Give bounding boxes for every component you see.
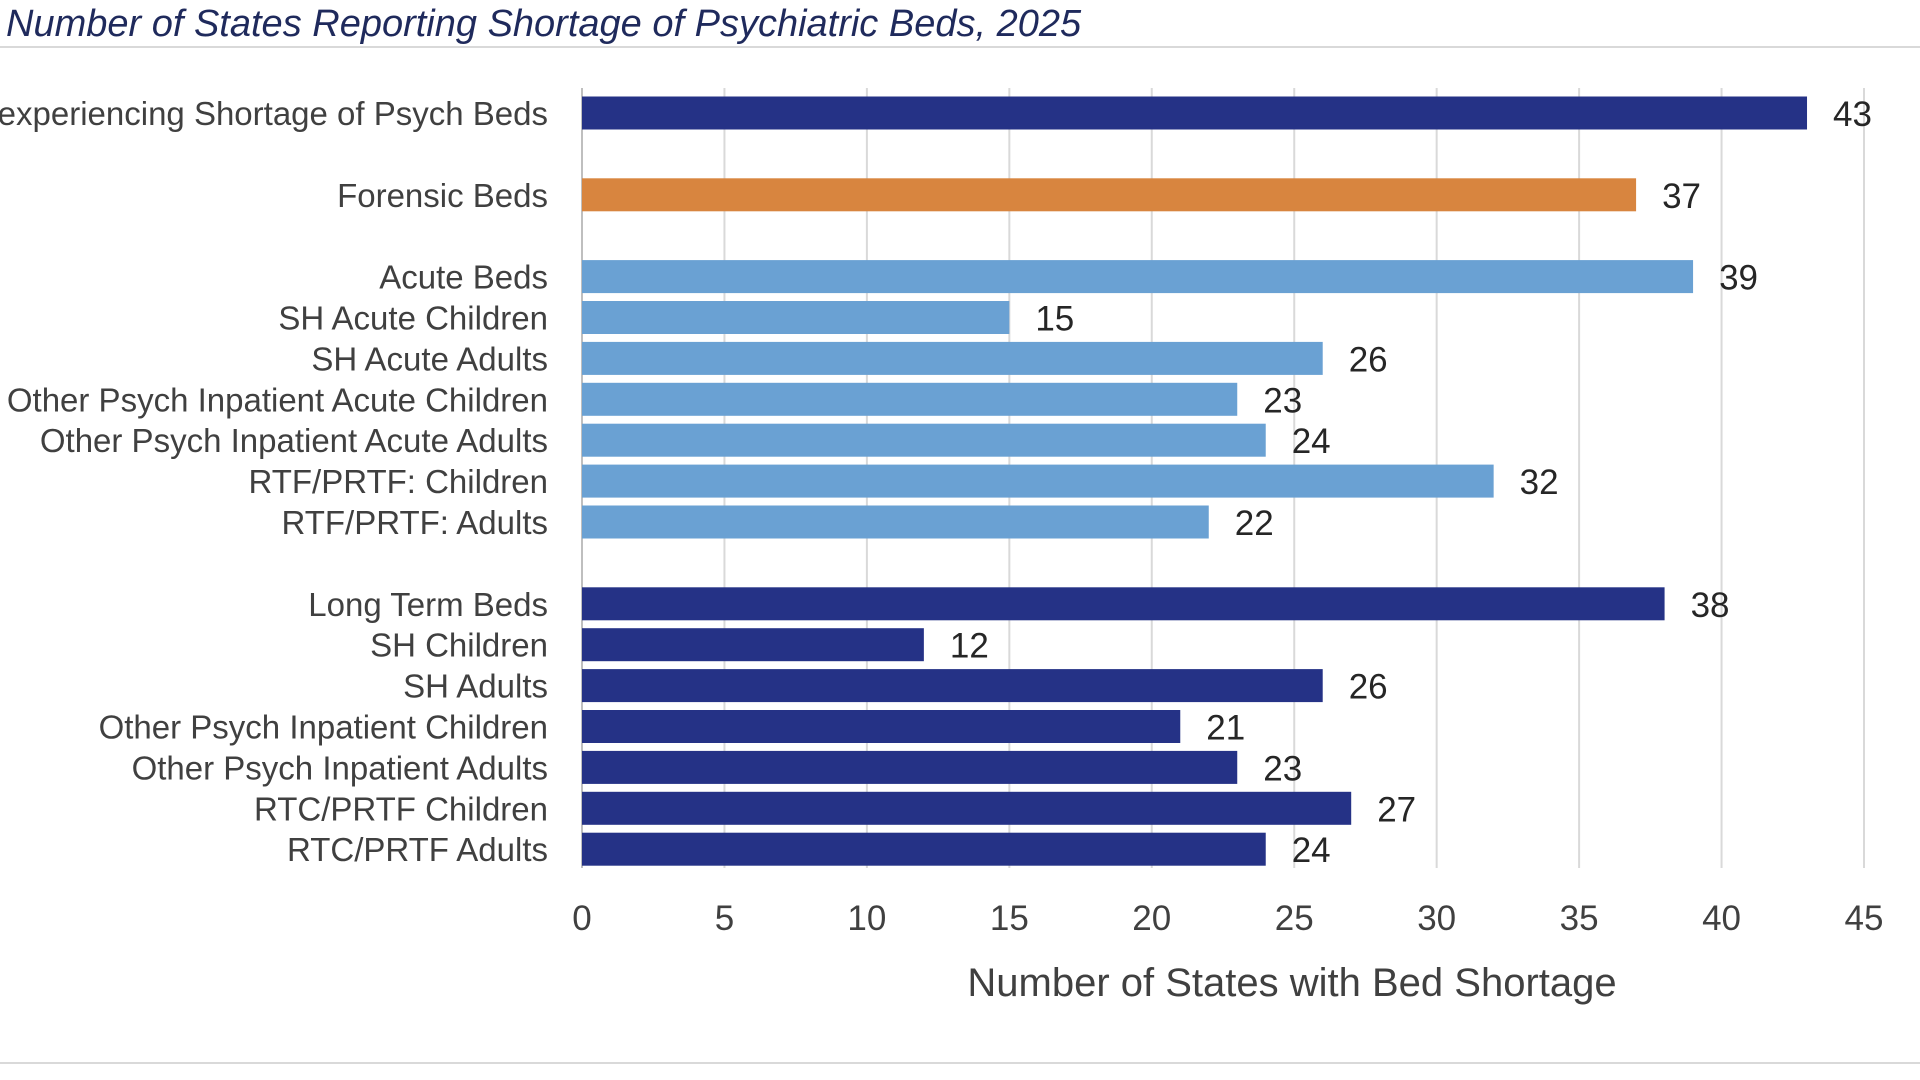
category-label: SH Acute Adults — [311, 340, 548, 377]
bar — [582, 341, 1323, 375]
bar — [582, 301, 1010, 334]
category-label: Acute Beds — [379, 259, 548, 296]
data-label: 24 — [1292, 831, 1331, 870]
category-label: RTC/PRTF Adults — [287, 831, 548, 868]
x-tick-label: 40 — [1702, 899, 1741, 938]
x-tick-label: 25 — [1275, 899, 1314, 938]
bars — [582, 96, 1808, 866]
x-tick-label: 45 — [1845, 899, 1884, 938]
bar — [582, 423, 1266, 457]
x-tick-label: 30 — [1417, 899, 1456, 938]
data-label: 21 — [1206, 709, 1245, 748]
data-label: 37 — [1662, 177, 1701, 216]
x-axis-tick-labels: 0 5 10 15 20 25 30 35 40 45 — [572, 899, 1883, 938]
category-label: Other Psych Inpatient Acute Children — [7, 381, 548, 418]
bar — [582, 260, 1694, 294]
data-label: 23 — [1263, 749, 1302, 788]
x-tick-label: 10 — [847, 899, 886, 938]
bar — [582, 628, 924, 662]
data-label: 27 — [1377, 790, 1416, 829]
x-tick-label: 35 — [1560, 899, 1599, 938]
data-label: 43 — [1833, 95, 1872, 134]
data-label: 12 — [950, 627, 989, 666]
bar — [582, 464, 1494, 498]
bar — [582, 178, 1637, 212]
x-tick-label: 5 — [715, 899, 734, 938]
bar — [582, 669, 1323, 703]
x-tick-label: 0 — [572, 899, 591, 938]
data-label: 38 — [1691, 586, 1730, 625]
bar — [582, 791, 1352, 825]
category-labels: experiencing Shortage of Psych Beds Foren… — [0, 95, 548, 868]
category-label: Long Term Beds — [308, 586, 548, 623]
x-tick-label: 20 — [1132, 899, 1171, 938]
category-label: SH Adults — [403, 668, 548, 705]
bar — [582, 832, 1266, 866]
data-label: 32 — [1520, 463, 1559, 502]
category-label: SH Acute Children — [278, 300, 548, 337]
data-label: 26 — [1349, 668, 1388, 707]
chart-title: Number of States Reporting Shortage of P… — [6, 3, 1082, 45]
data-label: 15 — [1035, 300, 1074, 339]
x-tick-label: 15 — [990, 899, 1029, 938]
category-label: Other Psych Inpatient Acute Adults — [40, 422, 548, 459]
bar — [582, 96, 1808, 130]
bar — [582, 587, 1665, 621]
category-label: Other Psych Inpatient Adults — [132, 749, 548, 786]
data-label: 39 — [1719, 259, 1758, 298]
x-axis-title: Number of States with Bed Shortage — [967, 961, 1616, 1005]
category-label: experiencing Shortage of Psych Beds — [0, 95, 548, 132]
bar — [582, 750, 1238, 784]
data-label: 22 — [1235, 504, 1274, 543]
data-label: 24 — [1292, 422, 1331, 461]
category-label: RTF/PRTF: Children — [248, 463, 548, 500]
bar — [582, 505, 1209, 539]
bar — [582, 710, 1181, 743]
category-label: Other Psych Inpatient Children — [99, 709, 548, 746]
data-label: 26 — [1349, 340, 1388, 379]
data-label: 23 — [1263, 381, 1302, 420]
category-label: RTC/PRTF Children — [254, 790, 548, 827]
category-label: RTF/PRTF: Adults — [281, 504, 548, 541]
category-label: SH Children — [370, 627, 548, 664]
category-label: Forensic Beds — [337, 177, 548, 214]
bar — [582, 382, 1238, 416]
